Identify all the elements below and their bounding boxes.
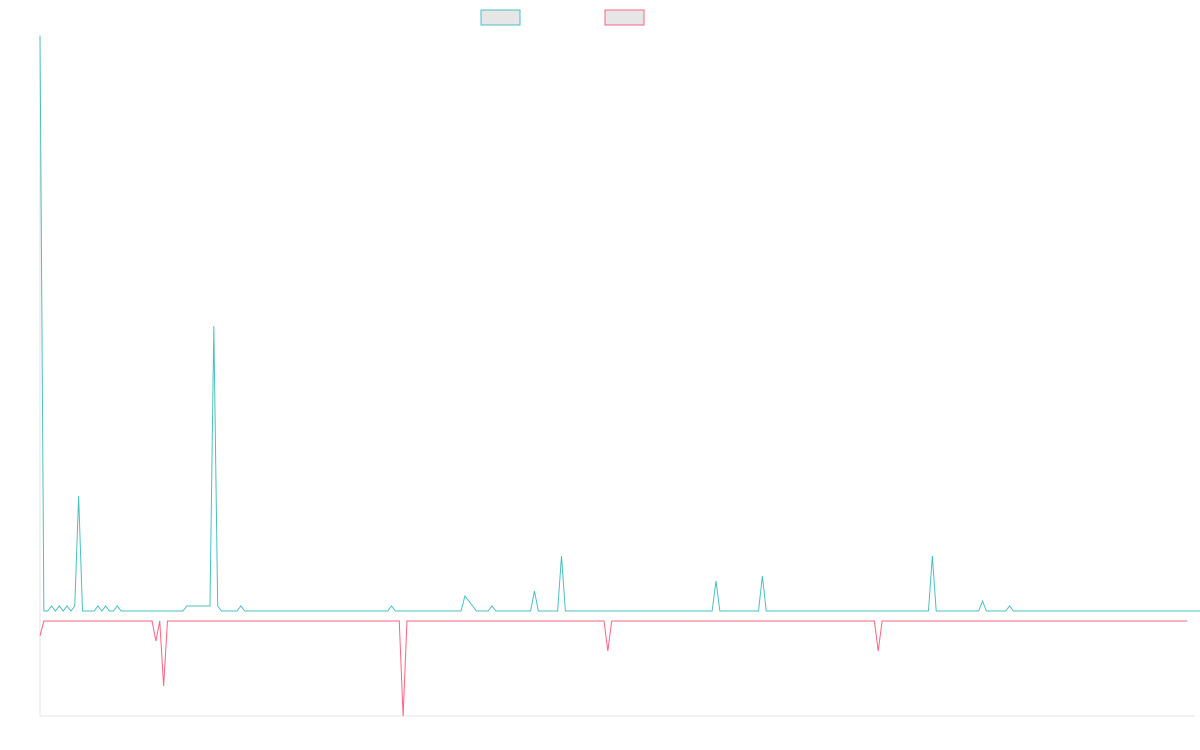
legend-item-2 — [604, 9, 645, 26]
series-line-2 — [39, 620, 1188, 717]
legend — [480, 9, 645, 26]
plot-area — [39, 35, 1200, 717]
series-line-1 — [39, 35, 1200, 612]
legend-item-1 — [480, 9, 521, 26]
legend-swatch-2 — [604, 9, 645, 26]
axes — [39, 34, 1195, 717]
legend-swatch-1 — [480, 9, 521, 26]
